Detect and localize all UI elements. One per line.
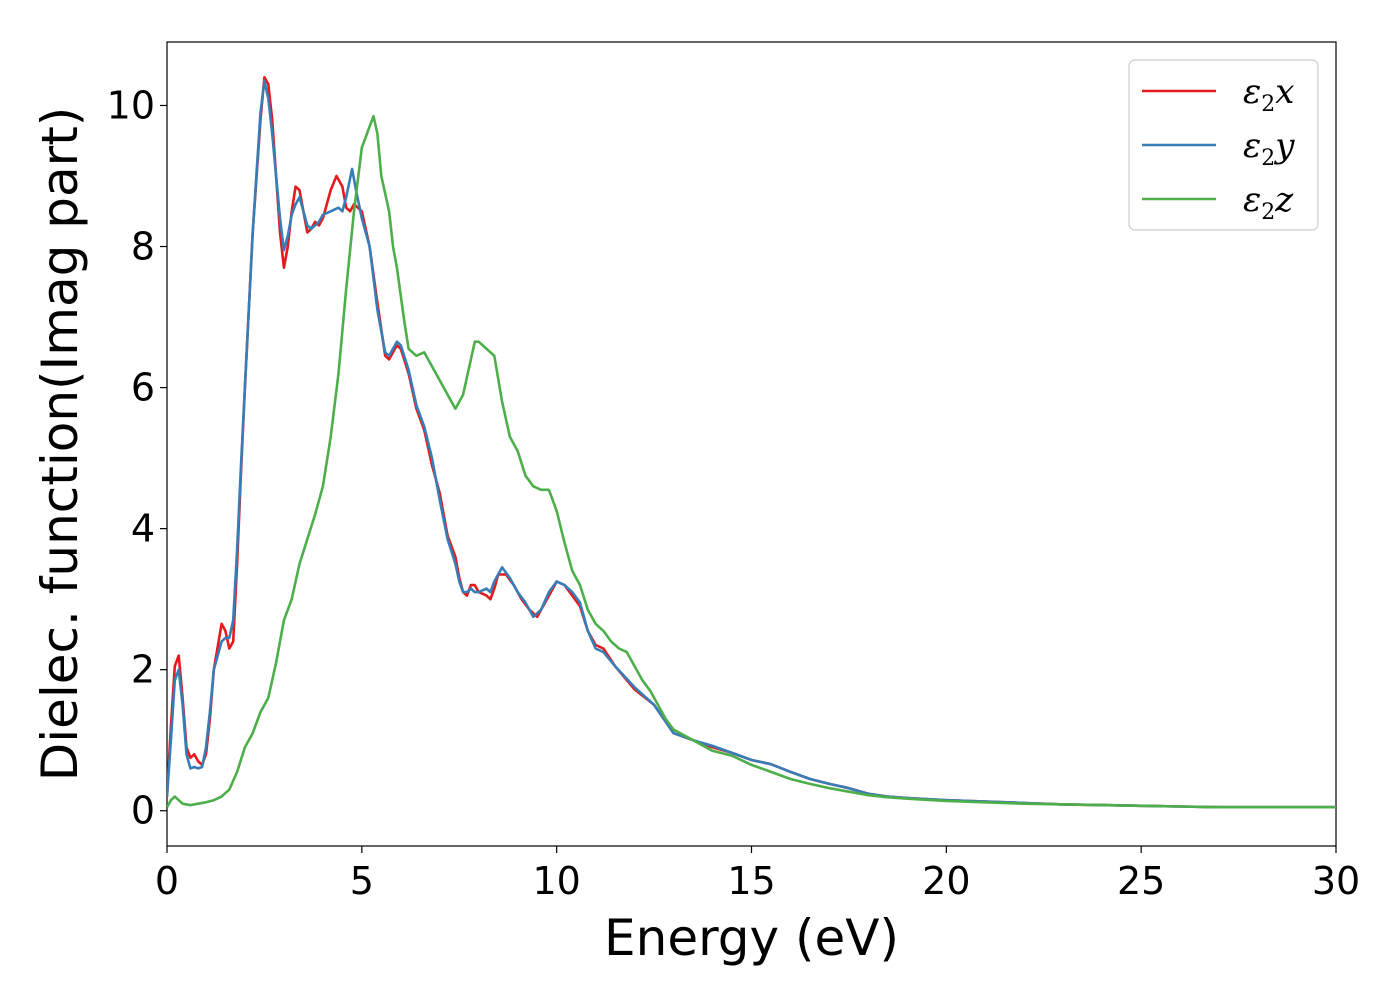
legend-box (1128, 59, 1319, 231)
legend-subscript: 2 (1261, 200, 1275, 225)
legend-component: y (1273, 126, 1295, 166)
y-axis-label: Dielec. function(Imag part) (31, 107, 89, 782)
x-tick-label: 5 (350, 859, 374, 903)
legend-component: z (1274, 180, 1294, 220)
y-tick-label: 0 (131, 789, 155, 833)
x-axis-label: Energy (eV) (604, 909, 899, 967)
legend-subscript: 2 (1261, 92, 1275, 117)
legend-subscript: 2 (1261, 146, 1275, 171)
x-tick-label: 10 (532, 859, 580, 903)
legend-label-y: ε2y (1243, 126, 1295, 171)
y-tick-label: 10 (107, 83, 155, 127)
x-tick-label: 30 (1312, 859, 1360, 903)
x-tick-label: 15 (727, 859, 775, 903)
legend-symbol: ε (1243, 180, 1261, 220)
series-line-z (167, 114, 1336, 809)
series-line-y (167, 79, 1336, 809)
legend-label-x: ε2x (1243, 72, 1294, 117)
legend-symbol: ε (1243, 72, 1261, 112)
x-tick-label: 25 (1117, 859, 1165, 903)
x-tick-label: 0 (155, 859, 179, 903)
series-layer (167, 76, 1336, 809)
y-tick-label: 2 (131, 648, 155, 692)
y-tick-label: 4 (131, 507, 155, 551)
legend-component: x (1275, 72, 1294, 112)
legend-symbol: ε (1243, 126, 1261, 166)
y-tick-label: 8 (131, 225, 155, 269)
legend-label-z: ε2z (1243, 180, 1294, 225)
y-tick-label: 6 (131, 366, 155, 410)
ticks-layer: 0 5 10 15 20 25 30 0 2 4 6 8 10 (107, 83, 1361, 903)
x-tick-label: 20 (922, 859, 970, 903)
